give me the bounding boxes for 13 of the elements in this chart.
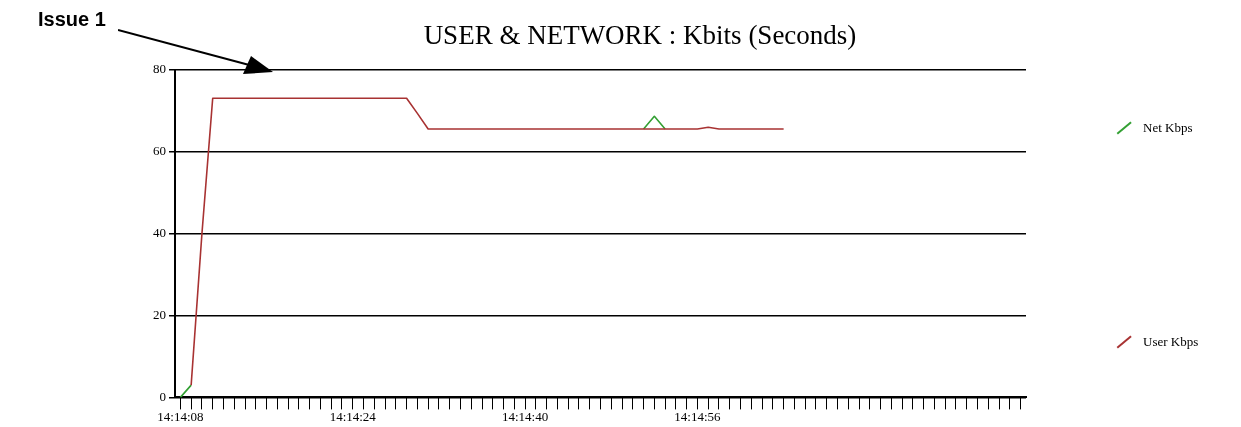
x-tick-label: 14:14:08 [157, 408, 204, 424]
x-tick-label: 14:14:40 [501, 408, 549, 424]
y-tick-label: 60 [153, 143, 166, 159]
chart-title: USER & NETWORK : Kbits (Seconds) [422, 20, 858, 51]
y-tick-label: 20 [153, 306, 166, 322]
legend-label: User Kbps [1143, 334, 1199, 350]
y-tick-label: 80 [153, 61, 166, 77]
x-tick-label: 14:14:56 [674, 408, 722, 424]
text: Issue 1 [38, 8, 106, 31]
y-tick-label: 40 [153, 225, 166, 241]
legend-label: Net Kbps [1143, 120, 1193, 136]
y-tick-label: 0 [159, 388, 166, 404]
x-tick-label: 14:14:24 [329, 408, 377, 424]
